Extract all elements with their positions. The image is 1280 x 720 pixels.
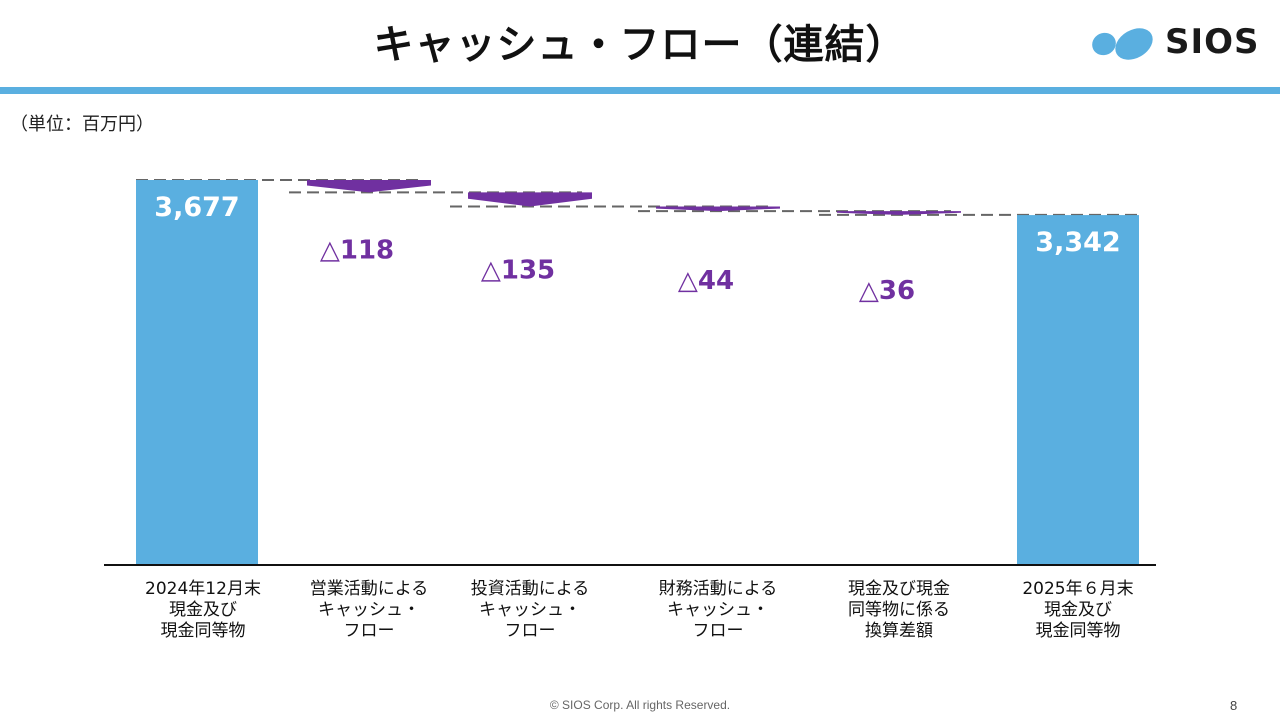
category-label-3-line-1: 投資活動による: [471, 579, 590, 599]
decrease-mark-1: [307, 180, 431, 193]
page-number: 8: [1230, 698, 1238, 713]
bar-6: [1017, 215, 1139, 565]
data-label-3: △135: [481, 255, 555, 285]
category-label-6-line-3: 現金同等物: [1036, 621, 1121, 641]
category-label-2-line-3: フロー: [344, 621, 395, 641]
data-label-2: △118: [320, 235, 394, 265]
category-label-4-line-2: キャッシュ・: [667, 600, 769, 620]
data-label-6: 3,342: [1035, 227, 1120, 258]
category-label-3-line-3: フロー: [505, 621, 556, 641]
category-label-5-line-3: 換算差額: [865, 621, 933, 641]
category-label-1-line-1: 2024年12月末: [145, 579, 261, 599]
decrease-mark-3: [656, 206, 780, 212]
category-label-3-line-2: キャッシュ・: [479, 600, 581, 620]
sios-logo-icon: [1092, 28, 1153, 60]
category-label-6-line-2: 現金及び: [1044, 600, 1112, 620]
category-label-5-line-1: 現金及び現金: [848, 579, 950, 599]
data-label-5: △36: [859, 276, 915, 306]
decrease-mark-2: [468, 192, 592, 207]
page-title: キャッシュ・フロー（連結）: [373, 22, 907, 68]
category-label-2-line-2: キャッシュ・: [318, 600, 420, 620]
decrease-mark-4: [837, 211, 961, 215]
category-label-5-line-2: 同等物に係る: [848, 600, 950, 620]
category-label-2-line-1: 営業活動による: [310, 579, 429, 599]
category-label-4-line-1: 財務活動による: [659, 579, 778, 599]
data-label-1: 3,677: [154, 192, 239, 223]
data-label-4: △44: [678, 266, 734, 296]
category-label-6-line-1: 2025年６月末: [1022, 579, 1133, 599]
category-label-1-line-2: 現金及び: [169, 600, 237, 620]
category-label-4-line-3: フロー: [693, 621, 744, 641]
waterfall-chart: 3,677△118△135 △44 △363,3422024年12月末現金及び現金同…: [104, 179, 1156, 641]
logo-text: SIOS: [1165, 22, 1260, 62]
unit-label: （単位：百万円）: [10, 114, 154, 135]
copyright-footer: © SIOS Corp. All rights Reserved.: [549, 698, 731, 712]
category-label-1-line-3: 現金同等物: [161, 621, 246, 641]
header-divider: [0, 87, 1280, 94]
bar-1: [136, 180, 258, 565]
